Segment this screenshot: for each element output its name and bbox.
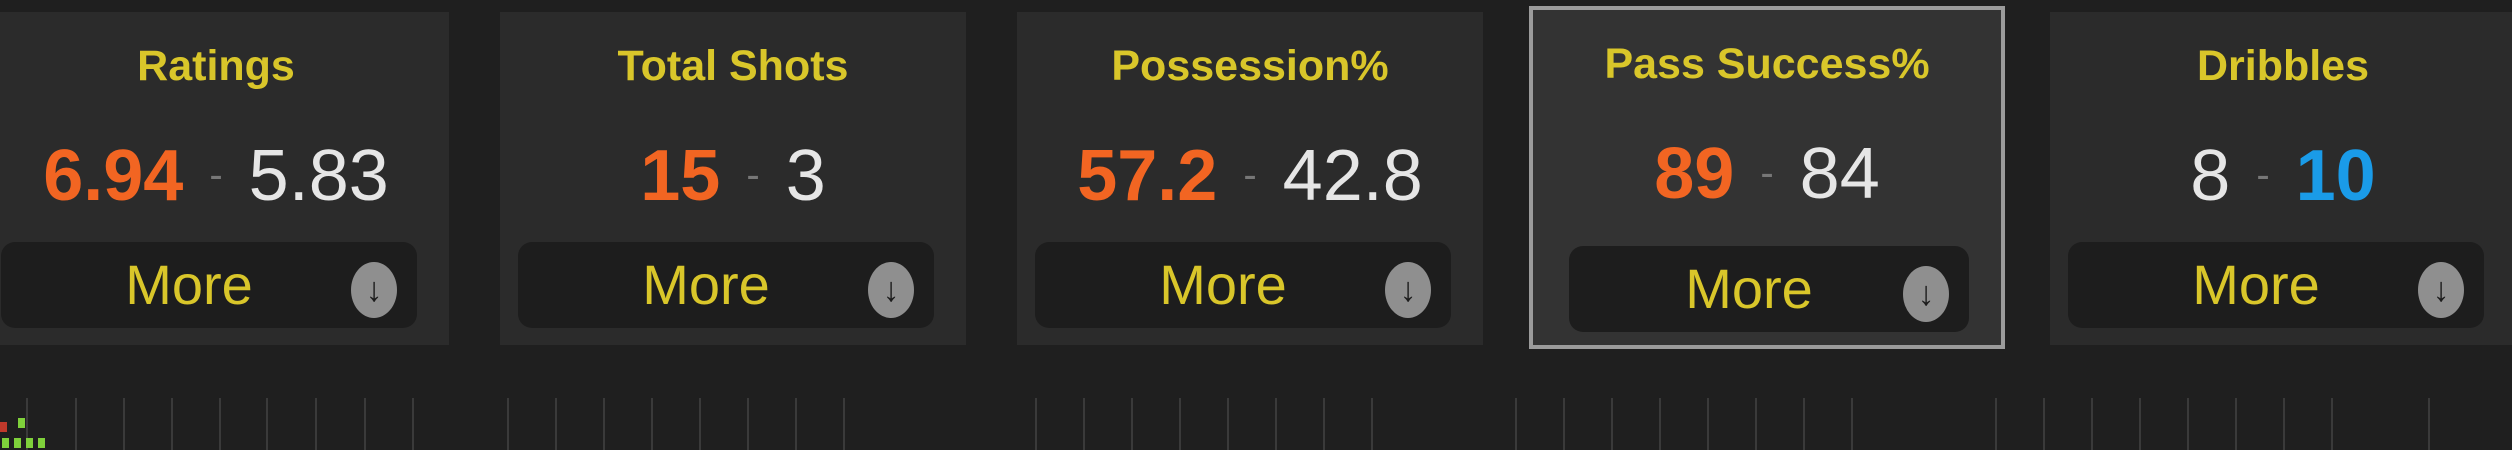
separator: - [2256,153,2270,198]
arrow-down-circle-icon: ↓ [351,262,397,318]
away-value: 10 [2295,135,2376,216]
timeline-tick [123,398,125,450]
arrow-down-circle-icon: ↓ [868,262,914,318]
arrow-down-circle-icon: ↓ [2418,262,2464,318]
timeline-tick [75,398,77,450]
timeline-tick [1371,398,1373,450]
card-title: Possession% [1111,42,1389,90]
arrow-down-circle-icon: ↓ [1385,262,1431,318]
timeline-event-marker[interactable] [14,438,21,448]
timeline-event-marker[interactable] [2,438,9,448]
timeline-tick [699,398,701,450]
timeline-event-marker[interactable] [26,438,33,448]
timeline-tick [507,398,509,450]
timeline-tick [1275,398,1277,450]
timeline-tick [1707,398,1709,450]
timeline-tick [2283,398,2285,450]
card-title: Pass Success% [1604,40,1930,88]
separator: - [1243,153,1257,198]
timeline-tick [1755,398,1757,450]
more-label: More [1159,253,1287,316]
stat-card-dribbles[interactable]: Dribbles 8-10 More ↓ [2050,12,2512,345]
timeline-tick [315,398,317,450]
card-title: Ratings [137,42,295,90]
timeline-tick [1611,398,1613,450]
timeline-tick [2091,398,2093,450]
timeline-tick [651,398,653,450]
more-button[interactable]: More ↓ [518,242,934,328]
away-value: 42.8 [1282,135,1423,216]
more-button[interactable]: More ↓ [1569,246,1969,332]
timeline-event-marker[interactable] [38,438,45,448]
away-value: 5.83 [248,135,389,216]
more-label: More [125,253,253,316]
home-value: 6.94 [43,135,184,216]
card-title: Dribbles [2196,42,2370,90]
card-title: Total Shots [617,42,849,90]
more-button[interactable]: More ↓ [2068,242,2484,328]
timeline-tick [555,398,557,450]
stat-card-possession[interactable]: Possession% 57.2-42.8 More ↓ [1017,12,1483,345]
timeline-tick [2139,398,2141,450]
timeline-tick [2428,398,2430,450]
timeline-tick [364,398,366,450]
timeline-tick [2187,398,2189,450]
timeline-tick [843,398,845,450]
timeline-tick [2331,398,2333,450]
timeline-tick [795,398,797,450]
home-value: 15 [640,135,721,216]
more-label: More [2192,253,2320,316]
more-button[interactable]: More ↓ [1035,242,1451,328]
timeline-tick [1995,398,1997,450]
separator: - [209,153,223,198]
home-value: 89 [1654,133,1735,214]
timeline-tick [1803,398,1805,450]
timeline-tick [1035,398,1037,450]
more-label: More [1685,257,1813,320]
timeline-tick [171,398,173,450]
home-value: 8 [2190,135,2231,216]
arrow-down-circle-icon: ↓ [1903,266,1949,322]
timeline-tick [26,398,28,450]
timeline-tick [219,398,221,450]
timeline-tick [1227,398,1229,450]
timeline-tick [1563,398,1565,450]
timeline-tick [747,398,749,450]
timeline-tick [603,398,605,450]
timeline-tick [1851,398,1853,450]
separator: - [746,153,760,198]
away-value: 84 [1799,133,1880,214]
timeline-tick [1659,398,1661,450]
timeline-event-marker[interactable] [0,422,7,432]
separator: - [1760,151,1774,196]
timeline-tick [2043,398,2045,450]
timeline-tick [1131,398,1133,450]
timeline-tick [1323,398,1325,450]
more-label: More [642,253,770,316]
timeline-tick [1083,398,1085,450]
more-button[interactable]: More ↓ [1,242,417,328]
away-value: 3 [785,135,826,216]
stat-card-total-shots[interactable]: Total Shots 15-3 More ↓ [500,12,966,345]
timeline-tick [2235,398,2237,450]
home-value: 57.2 [1077,135,1218,216]
timeline-tick [266,398,268,450]
timeline-tick [1515,398,1517,450]
timeline-event-marker[interactable] [18,418,25,428]
timeline-tick [412,398,414,450]
stat-card-pass-success[interactable]: Pass Success% 89-84 More ↓ [1529,6,2005,349]
timeline-tick [1179,398,1181,450]
stat-card-ratings[interactable]: Ratings 6.94-5.83 More ↓ [0,12,449,345]
